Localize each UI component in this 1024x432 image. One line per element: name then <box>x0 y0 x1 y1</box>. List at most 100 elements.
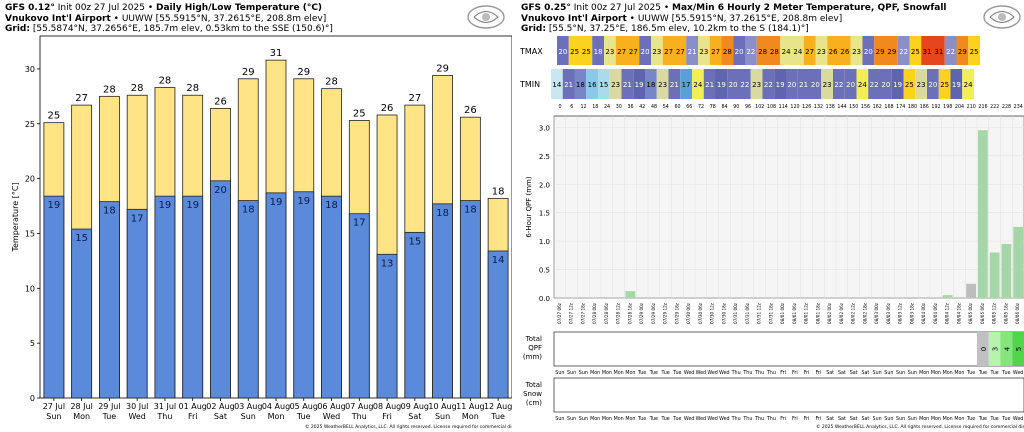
qpf-date-label: 07/27 12z <box>569 302 574 324</box>
high-temp-label: 28 <box>103 84 116 95</box>
qpf-date-label: 08/03 18z <box>909 302 914 324</box>
y-tick-label: 30 <box>25 65 35 74</box>
x-date-label: 30 Jul <box>126 402 148 411</box>
low-temp-bar <box>265 192 287 399</box>
tmin-value: 16 <box>588 81 597 89</box>
tmin-value: 19 <box>893 81 902 89</box>
tmin-cell <box>562 69 575 99</box>
tmin-cell <box>821 69 833 99</box>
snow-day-label: Mon <box>614 416 624 422</box>
right-title: Max/Min 6 Hourly 2 Meter Temperature, QP… <box>672 3 947 13</box>
left-model: GFS 0.12° <box>5 3 55 13</box>
tmax-value: 27 <box>629 48 638 56</box>
tmax-cell <box>839 36 851 65</box>
high-temp-label: 27 <box>75 93 88 104</box>
snow-day-label: Sat <box>826 416 834 422</box>
tmin-cell <box>621 69 634 99</box>
x-day-label: Mon <box>73 412 90 421</box>
tmin-value: 14 <box>552 81 561 89</box>
tmin-cell <box>633 69 645 99</box>
total-snow-frame <box>553 377 1024 413</box>
qpf-date-label: 07/28 06z <box>604 302 609 324</box>
tmax-value: 27 <box>664 48 673 56</box>
tmax-value: 27 <box>676 48 685 56</box>
tmin-cell <box>844 69 857 99</box>
tmin-cell <box>598 69 610 99</box>
hour-label: 48 <box>651 104 657 110</box>
hour-label: 6 <box>570 104 573 110</box>
tmin-cell <box>903 69 916 99</box>
hour-label: 198 <box>943 104 952 110</box>
tmin-cell <box>786 69 798 99</box>
tmax-cell <box>815 36 828 65</box>
low-temp-bar <box>71 228 93 399</box>
tmax-value: 25 <box>970 48 979 56</box>
tmin-value: 23 <box>917 81 926 89</box>
high-temp-label: 18 <box>492 186 505 197</box>
tmax-cell <box>557 36 569 65</box>
qpf-day-label: Sun <box>567 370 576 376</box>
tmax-cell <box>604 36 616 65</box>
tmax-cell <box>874 36 886 65</box>
low-temp-bar <box>99 201 120 399</box>
snow-day-label: Tue <box>978 416 987 422</box>
qpf-y-tick-label: 0.5 <box>539 267 550 275</box>
tmax-cell <box>921 36 933 65</box>
qpf-date-label: 08/01 18z <box>815 302 820 324</box>
high-temp-label: 25 <box>48 111 61 122</box>
qpf-date-label: 07/30 06z <box>698 302 703 324</box>
low-temp-label: 14 <box>492 255 505 266</box>
hour-label: 42 <box>639 104 645 110</box>
high-temp-label: 28 <box>159 76 172 87</box>
y-tick-label: 15 <box>25 229 35 238</box>
snow-day-label: Mon <box>602 416 612 422</box>
qpf-day-label: Mon <box>931 370 941 376</box>
qpf-date-label: 07/29 00z <box>639 302 644 324</box>
low-temp-bar <box>237 200 259 399</box>
low-temp-bar <box>182 195 204 399</box>
total-qpf-value: 3 <box>992 347 1000 351</box>
tmax-value: 28 <box>770 48 779 56</box>
low-temp-label: 13 <box>381 258 394 269</box>
total-qpf-cell <box>977 332 989 366</box>
qpf-date-label: 07/31 06z <box>745 302 750 324</box>
y-tick-label: 5 <box>30 339 35 348</box>
qpf-date-label: 08/02 00z <box>827 302 832 324</box>
tmax-value: 20 <box>641 48 650 56</box>
low-temp-bar <box>321 195 342 399</box>
qpf-day-label: Mon <box>919 370 929 376</box>
total-qpf-frame <box>553 331 1024 367</box>
hour-label: 138 <box>826 104 835 110</box>
tmax-value: 24 <box>793 48 802 56</box>
qpf-bar <box>978 130 988 298</box>
qpf-day-label: Wed <box>1013 370 1023 376</box>
snow-day-label: Fri <box>816 416 822 422</box>
high-temp-label: 29 <box>436 63 449 74</box>
low-temp-bar <box>404 231 426 399</box>
qpf-day-label: Tue <box>672 370 681 376</box>
tmax-cell <box>897 36 910 65</box>
hour-label: 234 <box>1014 104 1023 110</box>
tmin-value: 20 <box>811 81 820 89</box>
snow-day-label: Wed <box>696 416 706 422</box>
qpf-day-label: Sun <box>896 370 905 376</box>
tmax-cell <box>651 36 663 65</box>
hour-label: 192 <box>931 104 940 110</box>
snow-day-label: Mon <box>943 416 953 422</box>
x-day-label: Sun <box>46 412 61 421</box>
snow-day-label: Mon <box>625 416 635 422</box>
x-day-label: Wed <box>128 412 145 421</box>
qpf-bar <box>1013 226 1023 298</box>
snow-day-label: Thu <box>742 416 752 422</box>
tmin-cell <box>962 69 974 99</box>
low-temp-bar <box>210 180 231 399</box>
qpf-y-tick-label: 0.0 <box>539 295 550 303</box>
qpf-date-label: 08/05 18z <box>1003 302 1008 324</box>
tmax-value: 23 <box>852 48 861 56</box>
tmin-cell <box>950 69 963 99</box>
qpf-day-label: Mon <box>625 370 635 376</box>
tmin-value: 23 <box>611 81 620 89</box>
tmin-value: 23 <box>823 81 832 89</box>
low-temp-bar <box>487 250 509 399</box>
tmin-cell <box>915 69 927 99</box>
